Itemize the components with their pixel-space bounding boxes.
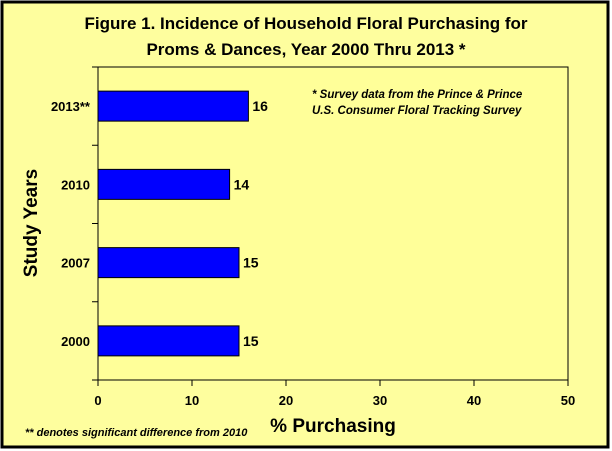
- chart-title-line-2: Proms & Dances, Year 2000 Thru 2013 *: [146, 40, 465, 59]
- footnote: ** denotes significant difference from 2…: [25, 427, 248, 439]
- bar-value-label: 16: [252, 98, 268, 114]
- x-tick-label: 10: [185, 393, 199, 408]
- survey-note-line-2: U.S. Consumer Floral Tracking Survey: [312, 105, 522, 117]
- bar-value-label: 15: [243, 255, 259, 271]
- y-tick-label: 2010: [61, 177, 90, 192]
- bar: [97, 90, 249, 122]
- y-axis-title: Study Years: [21, 169, 42, 277]
- bar: [97, 247, 240, 279]
- bar: [97, 325, 240, 357]
- x-tick-label: 50: [561, 393, 575, 408]
- bar: [97, 168, 231, 200]
- survey-note-line-1: * Survey data from the Prince & Prince: [312, 89, 523, 101]
- x-tick-label: 30: [373, 393, 387, 408]
- bar-value-label: 14: [234, 176, 250, 192]
- y-tick-label: 2000: [61, 334, 90, 349]
- y-tick-label: 2007: [61, 256, 90, 271]
- bar-value-label: 15: [243, 333, 259, 349]
- bar-series: 16 14 15 15: [97, 90, 268, 357]
- x-axis-title: % Purchasing: [270, 416, 396, 437]
- y-tick-label: 2013**: [51, 99, 91, 114]
- x-axis-ticks: 0 10 20 30 40 50: [94, 380, 575, 408]
- y-axis-ticks: 2013** 2010 2007 2000: [51, 66, 98, 381]
- x-tick-label: 0: [94, 393, 101, 408]
- x-tick-label: 20: [279, 393, 293, 408]
- chart-title-line-1: Figure 1. Incidence of Household Floral …: [84, 14, 527, 33]
- x-tick-label: 40: [467, 393, 481, 408]
